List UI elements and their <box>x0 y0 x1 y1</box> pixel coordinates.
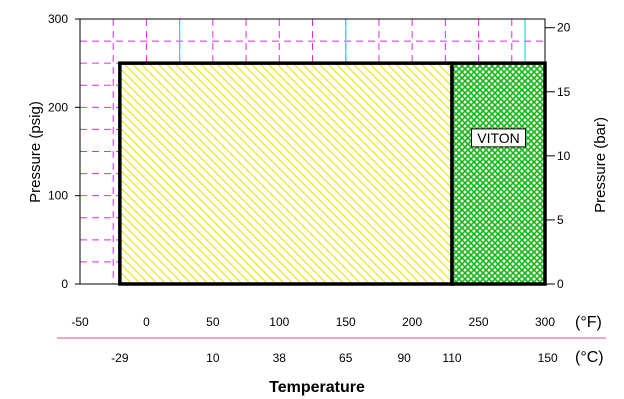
right-axis-ticks: 0 5 10 15 20 <box>545 21 571 291</box>
chart-title: Temperature <box>269 379 365 396</box>
celsius-tick-label: -29 <box>111 351 129 365</box>
left-tick-label: 100 <box>48 189 68 203</box>
fahrenheit-tick-label: 200 <box>402 315 422 329</box>
regions: VITON <box>118 61 547 286</box>
left-axis-ticks: 0 100 200 300 <box>48 12 80 291</box>
right-tick-label: 0 <box>557 277 564 291</box>
fahrenheit-tick-label: 100 <box>269 315 289 329</box>
celsius-tick-label: 150 <box>538 351 558 365</box>
fahrenheit-tick-label: 0 <box>143 315 150 329</box>
right-tick-label: 20 <box>557 21 571 35</box>
right-tick-label: 15 <box>557 85 571 99</box>
celsius-tick-label: 65 <box>339 351 353 365</box>
fahrenheit-tick-label: 50 <box>206 315 220 329</box>
left-tick-label: 200 <box>48 100 68 114</box>
left-tick-label: 0 <box>61 277 68 291</box>
fahrenheit-unit: (°F) <box>575 314 602 331</box>
viton-label-box <box>471 128 526 148</box>
right-axis-label: Pressure (bar) <box>592 117 609 213</box>
celsius-unit: (°C) <box>575 349 604 366</box>
plot-frame <box>79 18 546 285</box>
right-tick-label: 5 <box>557 213 564 227</box>
left-tick-label: 300 <box>48 12 68 26</box>
celsius-tick-labels: -29 10 38 65 90 110 150 <box>111 351 558 365</box>
left-axis-label: Pressure (psig) <box>27 101 44 203</box>
fahrenheit-tick-labels: -50 0 50 100 150 200 250 300 <box>71 315 555 329</box>
cyan-marks <box>179 19 526 61</box>
celsius-tick-label: 38 <box>273 351 287 365</box>
right-tick-label: 10 <box>557 149 571 163</box>
fahrenheit-tick-label: 150 <box>336 315 356 329</box>
celsius-tick-label: 90 <box>397 351 411 365</box>
operating-region-viton <box>450 61 547 286</box>
viton-label: VITON <box>477 130 520 146</box>
fahrenheit-tick-label: -50 <box>71 315 89 329</box>
fahrenheit-tick-label: 250 <box>469 315 489 329</box>
celsius-tick-label: 110 <box>442 351 461 365</box>
celsius-tick-label: 10 <box>206 351 220 365</box>
operating-region-standard <box>118 61 454 286</box>
fahrenheit-tick-label: 300 <box>535 315 555 329</box>
